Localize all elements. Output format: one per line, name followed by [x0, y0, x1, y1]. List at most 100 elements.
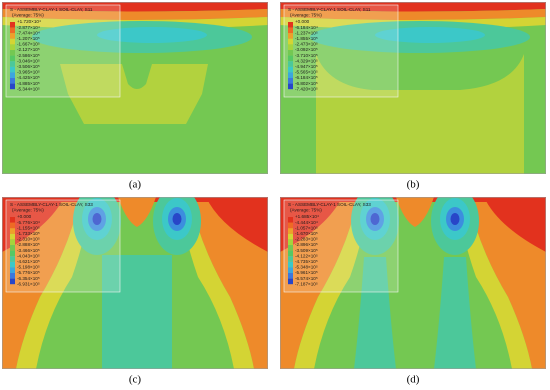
- legend-swatch: [10, 222, 15, 229]
- legend-swatch: [10, 250, 15, 257]
- legend-swatch: [10, 72, 15, 78]
- legend-value: -6.184×10⁴: [295, 25, 318, 30]
- legend-value: -3.466×10⁵: [17, 248, 40, 253]
- contour-band: [102, 255, 172, 369]
- legend-swatch: [288, 245, 293, 251]
- legend-title: S - ASSEMBLY-CLAY-1 SOIL-CLAY, S33: [288, 202, 371, 207]
- plot-border: [280, 197, 546, 369]
- legend-swatch: [10, 22, 15, 28]
- legend-swatch: [10, 217, 15, 223]
- contour-band: [434, 257, 476, 369]
- legend-swatch: [288, 66, 293, 73]
- legend-swatch: [288, 27, 293, 34]
- legend-swatch: [10, 83, 15, 90]
- contour-band: [450, 213, 460, 225]
- legend-swatch: [288, 22, 293, 28]
- legend-value: -4.947×10⁵: [295, 64, 318, 69]
- contour-band: [60, 64, 208, 124]
- legend-value: -6.931×10⁵: [17, 281, 40, 286]
- contour-band: [206, 197, 268, 252]
- legend-value: -7.420×10⁵: [295, 86, 318, 91]
- panel-caption: (a): [129, 179, 142, 191]
- legend-value: -2.586×10⁵: [17, 53, 40, 58]
- contour-band: [178, 197, 254, 369]
- contour-band: [375, 27, 485, 43]
- legend-value: +1.685×10⁴: [295, 214, 319, 219]
- legend-swatch: [10, 273, 15, 279]
- legend-value: -5.565×10⁵: [295, 70, 318, 75]
- legend-value: -4.735×10⁵: [295, 259, 318, 264]
- legend-value: -3.046×10⁵: [17, 58, 40, 63]
- legend-swatch: [288, 222, 293, 229]
- legend-value: -5.344×10⁵: [17, 86, 40, 91]
- legend-swatch: [10, 38, 15, 45]
- legend-swatch: [288, 250, 293, 257]
- legend-swatch: [288, 44, 293, 50]
- legend-swatch: [288, 233, 293, 240]
- legend-subtitle: (Average: 75%): [290, 208, 322, 213]
- legend-value: -3.092×10⁵: [295, 47, 318, 52]
- contour-band: [118, 197, 156, 227]
- stress-field: [280, 197, 546, 369]
- legend-swatch: [288, 261, 293, 268]
- legend-box: [283, 4, 399, 98]
- contour-band: [280, 197, 342, 252]
- legend-value: -2.127×10⁵: [17, 47, 40, 52]
- legend-swatch: [10, 256, 15, 262]
- legend-value: -4.122×10⁵: [295, 253, 318, 258]
- legend-value: -1.733×10⁵: [17, 231, 40, 236]
- legend-value: -6.574×10⁵: [295, 276, 318, 281]
- legend-value: -5.961×10⁵: [295, 270, 318, 275]
- legend-swatch: [288, 55, 293, 62]
- legend-swatch: [10, 267, 15, 273]
- legend-value: -7.474×10⁴: [17, 30, 40, 35]
- legend-value: -1.237×10⁵: [295, 30, 318, 35]
- plot-border: [280, 2, 546, 174]
- contour-band: [2, 197, 64, 252]
- legend-swatch: [288, 278, 293, 285]
- legend-swatch: [10, 261, 15, 268]
- contour-band: [92, 213, 102, 225]
- panel-caption: (b): [407, 179, 420, 191]
- legend-swatch: [10, 233, 15, 240]
- contour-band: [2, 2, 268, 12]
- legend-swatch: [288, 78, 293, 84]
- legend-value: -5.776×10⁴: [17, 220, 40, 225]
- stress-field: [280, 2, 546, 174]
- legend-swatch: [10, 278, 15, 285]
- contour-plot: S - ASSEMBLY-CLAY-1 SOIL-CLAY, S33(Avera…: [2, 197, 268, 369]
- legend-value: -5.348×10⁵: [295, 265, 318, 270]
- legend-swatch: [10, 245, 15, 251]
- contour-plot: S - ASSEMBLY-CLAY-1 SOIL-CLAY, S11(Avera…: [280, 2, 546, 174]
- legend-value: -4.425×10⁵: [17, 75, 40, 80]
- legend-value: -4.329×10⁵: [295, 58, 318, 63]
- legend-swatch: [288, 256, 293, 262]
- legend-value: -2.877×10⁴: [17, 25, 40, 30]
- legend-value: -1.670×10⁵: [295, 231, 318, 236]
- legend-swatch: [288, 72, 293, 78]
- legend-swatch: [10, 55, 15, 62]
- contour-band: [97, 27, 207, 43]
- legend-value: -6.354×10⁵: [17, 276, 40, 281]
- legend-swatch: [288, 273, 293, 279]
- legend-title: S - ASSEMBLY-CLAY-1 SOIL-CLAY, S33: [10, 202, 93, 207]
- legend-value: -2.283×10⁵: [295, 237, 318, 242]
- contour-band: [370, 213, 380, 225]
- legend-swatch: [288, 228, 293, 234]
- legend-value: -3.509×10⁵: [295, 248, 318, 253]
- legend-swatch: [288, 38, 293, 45]
- legend-value: +0.000: [295, 19, 310, 24]
- legend-value: -1.667×10⁵: [17, 42, 40, 47]
- legend-value: -7.187×10⁵: [295, 281, 318, 286]
- legend-swatch: [10, 78, 15, 84]
- legend-swatch: [288, 217, 293, 223]
- legend-value: -2.310×10⁵: [17, 237, 40, 242]
- contour-band: [484, 197, 546, 252]
- legend-value: -6.802×10⁵: [295, 81, 318, 86]
- legend-swatch: [288, 267, 293, 273]
- contour-band: [172, 213, 182, 225]
- legend-value: -3.710×10⁵: [295, 53, 318, 58]
- legend-box: [283, 199, 399, 293]
- legend-subtitle: (Average: 75%): [290, 13, 322, 18]
- legend-box: [5, 4, 121, 98]
